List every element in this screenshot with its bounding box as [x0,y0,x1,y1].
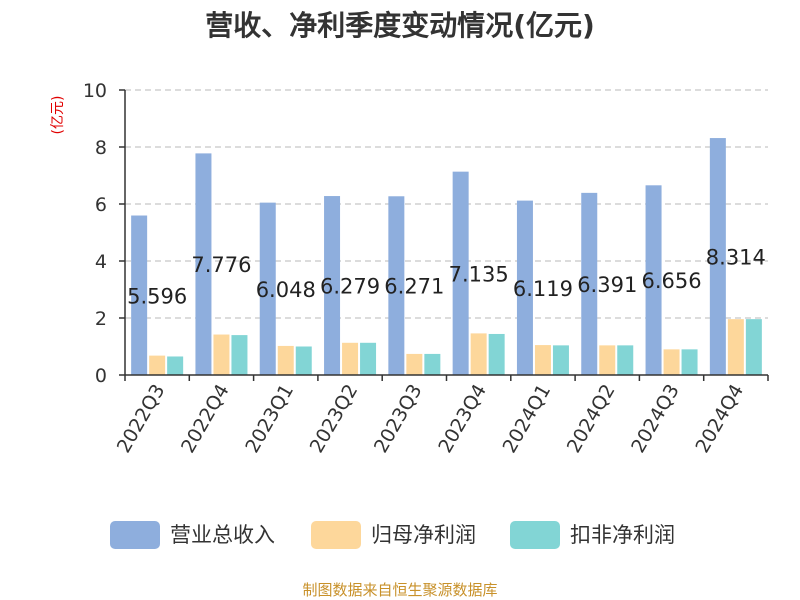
data-label: 6.391 [577,273,637,297]
bar-2024Q2-扣非净利润 [617,345,634,375]
bar-2023Q3-扣非净利润 [424,353,441,375]
bar-2023Q2-营业总收入 [324,196,341,375]
bar-2024Q3-归母净利润 [663,349,680,375]
bar-2022Q3-扣非净利润 [167,356,184,375]
y-tick-label: 6 [95,194,107,216]
bar-2024Q1-归母净利润 [534,345,551,375]
source-note: 制图数据来自恒生聚源数据库 [302,581,497,599]
bar-2024Q1-营业总收入 [516,200,533,375]
bars [131,138,762,375]
bar-2023Q4-营业总收入 [452,171,469,375]
x-tick-label: 2023Q3 [370,381,427,457]
y-tick-label: 2 [95,308,107,330]
bar-2023Q1-扣非净利润 [295,346,312,375]
legend-swatch [110,521,160,549]
x-tick-label: 2022Q3 [113,381,170,457]
bar-2022Q3-营业总收入 [131,215,148,375]
bar-2022Q4-扣非净利润 [231,335,248,375]
x-tick-label: 2024Q4 [691,381,748,457]
data-label: 6.119 [513,277,573,301]
y-tick-label: 8 [95,137,107,159]
x-tick-label: 2022Q4 [177,381,234,457]
x-tick-label: 2024Q2 [563,381,620,457]
y-tick-label: 10 [83,80,107,102]
x-tick-label: 2024Q3 [627,381,684,457]
x-tick-label: 2023Q1 [241,381,298,457]
legend: 营业总收入 归母净利润 扣非净利润 [110,521,675,549]
x-tick-label: 2024Q1 [499,381,556,457]
bar-2022Q3-归母净利润 [149,355,166,375]
bar-2024Q1-扣非净利润 [552,345,569,375]
data-label: 6.048 [256,278,316,302]
bar-2024Q3-营业总收入 [645,185,662,375]
bar-2024Q2-营业总收入 [581,192,598,375]
legend-label: 归母净利润 [371,523,476,547]
bar-2023Q4-归母净利润 [470,333,487,375]
bar-2024Q4-归母净利润 [727,319,744,375]
bar-2022Q4-营业总收入 [195,153,212,375]
bar-2023Q2-扣非净利润 [360,342,377,375]
y-axis-unit: (亿元) [50,96,66,135]
bar-2024Q3-扣非净利润 [681,349,698,375]
bar-2023Q2-归母净利润 [342,342,359,375]
y-tick-label: 0 [95,365,107,387]
data-label: 8.314 [706,246,766,270]
x-tick-label: 2023Q2 [306,381,363,457]
legend-label: 营业总收入 [170,523,275,547]
bar-2023Q3-营业总收入 [388,196,405,375]
bar-2024Q2-归母净利润 [599,345,616,375]
axes [119,89,769,381]
bar-2022Q4-归母净利润 [213,334,230,375]
chart-title: 营收、净利季度变动情况(亿元) [205,9,595,42]
legend-label: 扣非净利润 [570,523,675,547]
data-label: 7.135 [449,262,509,286]
legend-swatch [510,521,560,549]
x-tick-labels: 2022Q3 2022Q4 2023Q1 2023Q2 2023Q3 2023Q4 2024… [113,381,748,457]
bar-2024Q4-扣非净利润 [745,319,762,375]
bar-2023Q3-归母净利润 [406,353,423,375]
x-tick-label: 2023Q4 [434,381,491,457]
y-tick-label: 4 [95,251,107,273]
data-label: 5.596 [127,284,187,308]
data-label: 6.656 [641,269,701,293]
bar-2023Q1-营业总收入 [259,202,276,375]
data-label: 6.279 [320,275,380,299]
data-label: 6.271 [384,275,444,299]
bar-2024Q4-营业总收入 [709,138,726,375]
bar-2023Q1-归母净利润 [277,345,294,375]
legend-swatch [311,521,361,549]
data-label: 7.776 [191,253,251,277]
bar-2023Q4-扣非净利润 [488,333,505,375]
y-tick-labels: 0 2 4 6 8 10 [83,80,107,387]
